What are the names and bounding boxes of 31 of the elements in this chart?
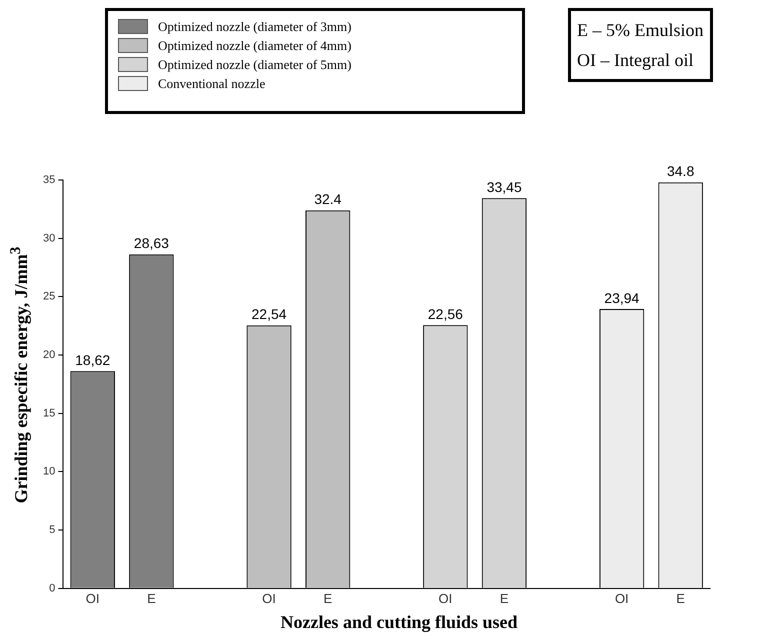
x-tick-label: OI bbox=[86, 590, 100, 606]
x-axis-title: Nozzles and cutting fluids used bbox=[279, 612, 519, 633]
legend-label: Conventional nozzle bbox=[158, 76, 266, 92]
y-tick-label: 0 bbox=[49, 582, 56, 594]
data-label: 28,63 bbox=[134, 235, 170, 252]
data-label: 32.4 bbox=[314, 191, 342, 208]
y-tick-label: 10 bbox=[42, 466, 56, 478]
y-tick-label: 15 bbox=[42, 407, 56, 420]
x-tick-label: OI bbox=[614, 590, 629, 606]
y-tick-label: 35 bbox=[42, 174, 56, 186]
x-tick-label: E bbox=[500, 590, 509, 606]
x-tick-label: E bbox=[323, 590, 332, 606]
data-label: 18,62 bbox=[75, 352, 110, 368]
x-tick-label: OI bbox=[438, 590, 452, 606]
data-label: 22,56 bbox=[428, 306, 464, 322]
x-tick-label: E bbox=[147, 590, 156, 606]
legend-label: Optimized nozzle (diameter of 5mm) bbox=[158, 56, 352, 72]
y-tick-label: 30 bbox=[42, 232, 56, 244]
data-label: 23,94 bbox=[604, 290, 640, 306]
y-tick-label: 20 bbox=[42, 349, 56, 362]
x-tick-label: E bbox=[676, 590, 686, 606]
data-label: 22,54 bbox=[252, 306, 287, 322]
x-tick-label: OI bbox=[262, 590, 276, 606]
y-tick-label: 5 bbox=[49, 524, 56, 536]
text: OI – Integral oil bbox=[577, 49, 694, 72]
data-label: 33,45 bbox=[486, 178, 522, 195]
data-label: 34.8 bbox=[666, 163, 694, 180]
legend-label: Optimized nozzle (diameter of 3mm) bbox=[158, 18, 352, 34]
y-tick-label: 25 bbox=[42, 290, 56, 303]
legend-label: Optimized nozzle (diameter of 4mm) bbox=[158, 38, 352, 54]
text: E – 5% Emulsion bbox=[577, 19, 704, 42]
